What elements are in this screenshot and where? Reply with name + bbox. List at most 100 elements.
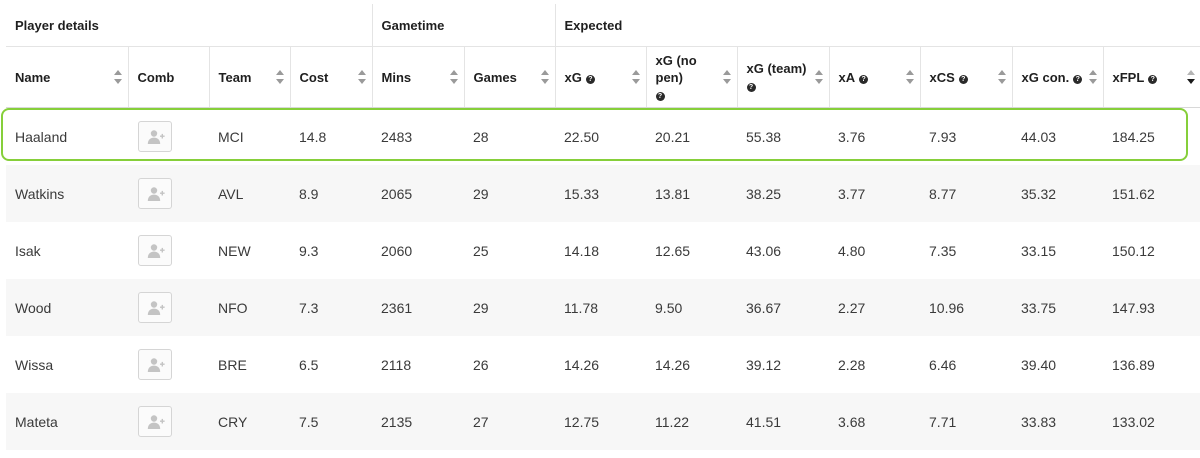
cell-mins: 2118 <box>381 356 412 373</box>
cell-team: NEW <box>218 242 251 259</box>
sort-descending-icon[interactable] <box>631 79 640 84</box>
cell-cost: 7.5 <box>290 393 373 450</box>
column-header-row: Name Comb Team Cost Mins Games xG? xG (no pen)?… <box>6 46 1200 108</box>
sort-descending-icon[interactable] <box>1088 79 1097 84</box>
sort-arrows-icon[interactable] <box>997 69 1006 85</box>
cell-xg-con: 33.15 <box>1021 242 1057 259</box>
column-header-mins[interactable]: Mins <box>372 46 465 108</box>
sort-ascending-icon[interactable] <box>540 70 549 75</box>
sort-descending-icon[interactable] <box>113 79 122 84</box>
sort-descending-icon[interactable] <box>357 79 366 84</box>
sort-ascending-icon[interactable] <box>113 70 122 75</box>
sort-arrows-icon[interactable] <box>449 69 458 85</box>
sort-arrows-icon[interactable] <box>1187 69 1196 85</box>
sort-ascending-icon[interactable] <box>449 70 458 75</box>
sort-descending-icon[interactable] <box>449 79 458 84</box>
add-user-icon <box>147 187 165 201</box>
sort-arrows-icon[interactable] <box>113 69 122 85</box>
column-header-label: Cost <box>299 69 329 85</box>
column-header-xg-team[interactable]: xG (team)? <box>737 46 830 108</box>
cell-xg-team: 55.38 <box>746 128 782 145</box>
cell-team: NFO <box>209 279 290 336</box>
cell-xg-np: 12.65 <box>655 242 691 259</box>
cell-xg: 14.18 <box>564 242 600 259</box>
column-header-xcs[interactable]: xCS? <box>920 46 1013 108</box>
add-to-comparison-button[interactable] <box>138 292 172 323</box>
column-header-xa[interactable]: xA? <box>829 46 921 108</box>
sort-ascending-icon[interactable] <box>1187 70 1196 75</box>
sort-descending-icon[interactable] <box>275 79 284 84</box>
table-row: Wissa BRE 6.5 2118 26 14.26 14.26 39.12 2.28 6.46… <box>6 336 1200 393</box>
sort-ascending-icon[interactable] <box>905 70 914 75</box>
add-user-icon <box>147 301 165 315</box>
column-header-xg[interactable]: xG? <box>555 46 647 108</box>
add-to-comparison-button[interactable] <box>138 349 172 380</box>
add-user-icon <box>147 130 165 144</box>
sort-descending-icon[interactable] <box>814 79 823 84</box>
cell-name: Wood <box>6 279 128 336</box>
cell-games: 29 <box>464 279 556 336</box>
column-header-name[interactable]: Name <box>6 46 129 108</box>
column-header-xfpl[interactable]: xFPL? <box>1103 46 1200 108</box>
sort-arrows-icon[interactable] <box>275 69 284 85</box>
sort-descending-icon[interactable] <box>1187 79 1196 84</box>
cell-games: 25 <box>473 242 489 259</box>
question-circle-icon[interactable]: ? <box>1148 74 1158 84</box>
cell-mins: 2135 <box>372 393 465 450</box>
sort-descending-icon[interactable] <box>722 79 731 84</box>
sort-arrows-icon[interactable] <box>540 69 549 85</box>
question-circle-icon[interactable]: ? <box>1073 74 1083 84</box>
cell-xg-con: 44.03 <box>1021 128 1057 145</box>
column-header-label: Name <box>15 69 51 85</box>
sort-ascending-icon[interactable] <box>631 70 640 75</box>
column-header-xg-con[interactable]: xG con.? <box>1012 46 1104 108</box>
cell-xfpl: 184.25 <box>1112 128 1155 145</box>
add-to-comparison-button[interactable] <box>138 235 172 266</box>
column-header-xg-no-pen[interactable]: xG (no pen)? <box>646 46 738 108</box>
cell-name: Mateta <box>6 393 128 450</box>
sort-descending-icon[interactable] <box>540 79 549 84</box>
sort-arrows-icon[interactable] <box>357 69 366 85</box>
sort-ascending-icon[interactable] <box>1088 70 1097 75</box>
cell-mins: 2060 <box>381 242 413 259</box>
sort-arrows-icon[interactable] <box>814 69 823 85</box>
column-header-label: Comb <box>137 69 175 85</box>
add-to-comparison-button[interactable] <box>138 406 172 437</box>
column-header-games[interactable]: Games <box>464 46 556 108</box>
cell-games: 28 <box>473 128 489 145</box>
sort-ascending-icon[interactable] <box>722 70 731 75</box>
question-circle-icon[interactable]: ? <box>859 74 869 84</box>
question-circle-icon[interactable]: ? <box>655 91 665 101</box>
cell-xcs: 8.77 <box>920 165 1013 222</box>
cell-xcs: 10.96 <box>920 279 1013 336</box>
sort-ascending-icon[interactable] <box>814 70 823 75</box>
cell-comb <box>128 222 209 279</box>
question-circle-icon[interactable]: ? <box>958 74 968 84</box>
sort-descending-icon[interactable] <box>905 79 914 84</box>
cell-xg-np: 13.81 <box>646 165 738 222</box>
sort-descending-icon[interactable] <box>997 79 1006 84</box>
column-header-label: xG (team) <box>746 61 807 76</box>
group-header-expected: Expected <box>555 4 1200 47</box>
sort-arrows-icon[interactable] <box>1088 69 1097 85</box>
sort-arrows-icon[interactable] <box>631 69 640 85</box>
question-circle-icon[interactable]: ? <box>585 74 595 84</box>
cell-team: CRY <box>209 393 290 450</box>
column-header-label: xA <box>838 69 856 85</box>
sort-ascending-icon[interactable] <box>357 70 366 75</box>
cell-team: AVL <box>209 165 290 222</box>
table-row: Wood NFO 7.3 2361 29 11.78 9.50 36.67 2.27 10.96 3… <box>6 279 1200 336</box>
add-to-comparison-button[interactable] <box>138 121 172 152</box>
sort-arrows-icon[interactable] <box>722 69 731 85</box>
question-circle-icon[interactable]: ? <box>746 83 756 92</box>
column-header-cost[interactable]: Cost <box>290 46 373 108</box>
sort-arrows-icon[interactable] <box>905 69 914 85</box>
cell-cost: 7.3 <box>290 279 373 336</box>
cell-xfpl: 151.62 <box>1103 165 1200 222</box>
sort-ascending-icon[interactable] <box>997 70 1006 75</box>
column-header-team[interactable]: Team <box>209 46 291 108</box>
group-header-player-details: Player details <box>6 4 373 47</box>
add-to-comparison-button[interactable] <box>138 178 172 209</box>
cell-xg-team: 43.06 <box>746 242 782 259</box>
sort-ascending-icon[interactable] <box>275 70 284 75</box>
